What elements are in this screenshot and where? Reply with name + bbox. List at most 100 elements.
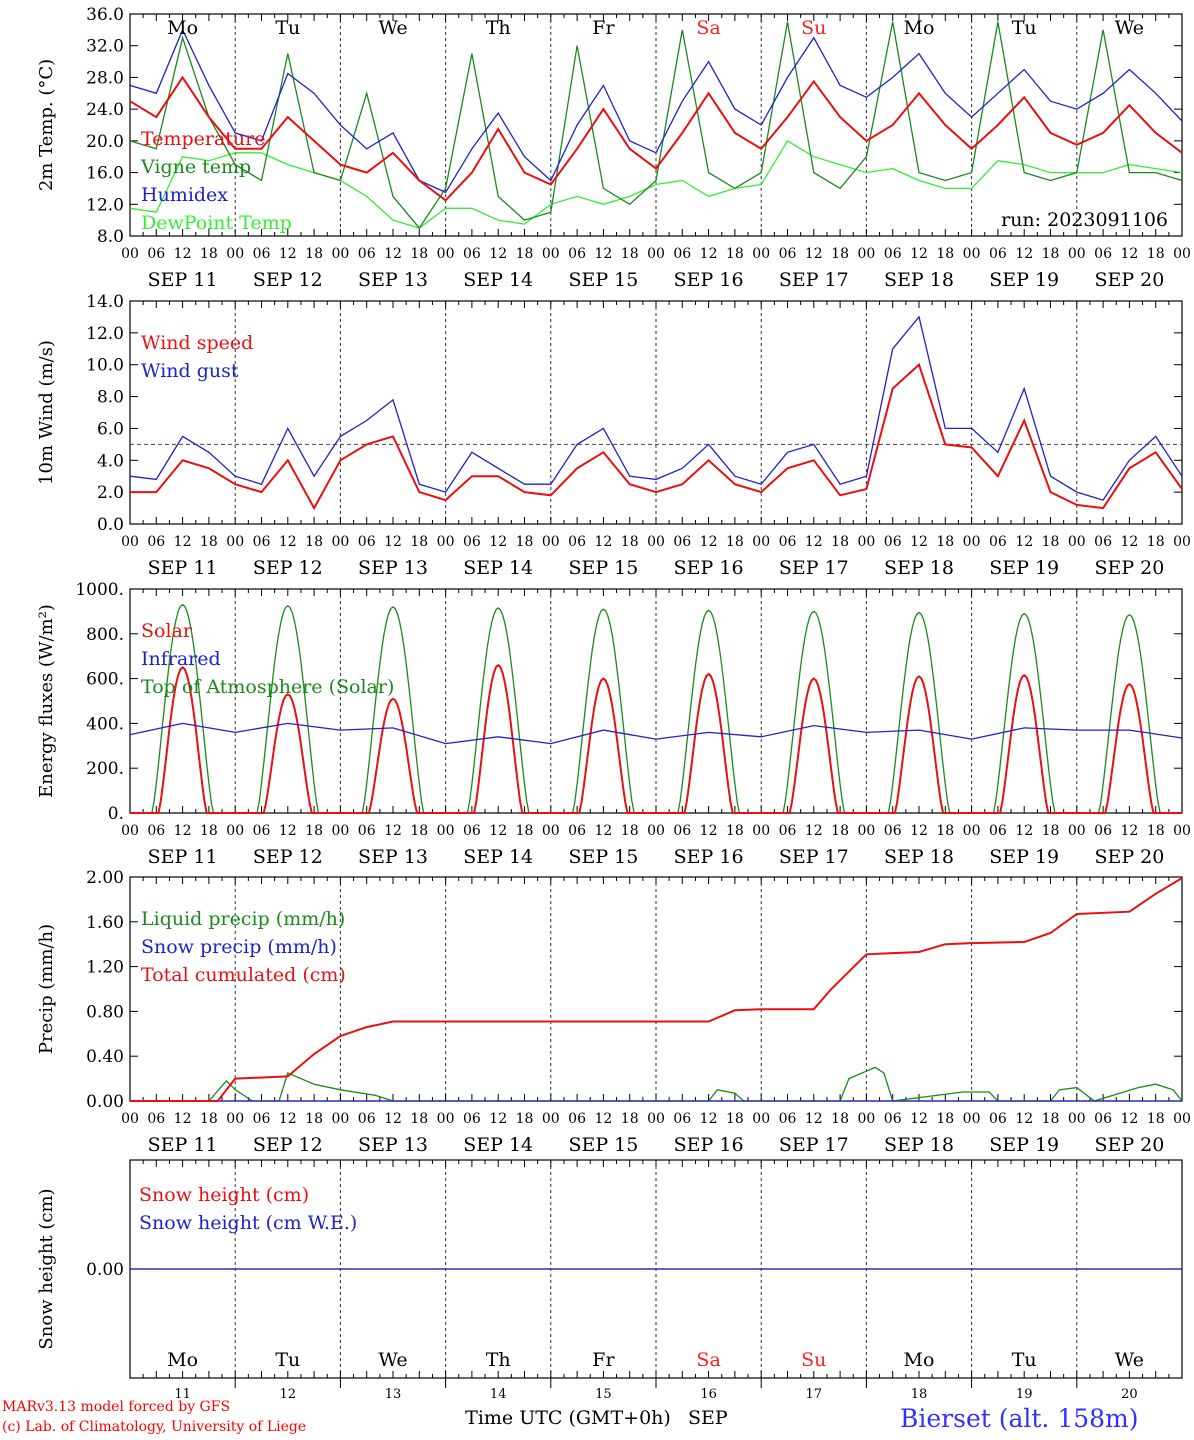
date-label: SEP 13	[358, 557, 428, 579]
hour-tick-label: 18	[305, 246, 323, 262]
hour-tick-label: 12	[700, 823, 718, 839]
date-label: SEP 18	[884, 269, 954, 291]
day-number-label: 11	[174, 1387, 191, 1402]
credit-model: MARv3.13 model forced by GFS	[2, 1399, 231, 1415]
series-line-total-cumulated-cm-	[130, 877, 1183, 1102]
y-tick-label: 0.	[108, 804, 124, 824]
date-label: SEP 14	[463, 846, 533, 868]
hour-tick-label: 12	[1015, 534, 1033, 550]
date-label: SEP 18	[884, 557, 954, 579]
date-label: SEP 19	[989, 557, 1059, 579]
y-tick-label: 0.00	[86, 1092, 124, 1112]
y-tick-label: 14.0	[86, 292, 124, 312]
hour-tick-label: 00	[647, 823, 665, 839]
hour-tick-label: 12	[279, 246, 297, 262]
hour-tick-label: 12	[910, 1111, 928, 1127]
hour-tick-label: 06	[568, 534, 586, 550]
hour-tick-label: 12	[384, 1111, 402, 1127]
hour-tick-label: 18	[516, 823, 534, 839]
date-label: SEP 16	[674, 557, 744, 579]
hour-tick-label: 12	[384, 534, 402, 550]
hour-tick-label: 00	[647, 246, 665, 262]
hour-tick-label: 12	[174, 246, 192, 262]
y-tick-label: 12.0	[86, 324, 124, 344]
y-tick-label: 4.0	[97, 451, 124, 471]
date-label: SEP 12	[253, 846, 323, 868]
hour-tick-label: 00	[331, 534, 349, 550]
hour-tick-label: 06	[1094, 823, 1112, 839]
hour-tick-label: 12	[174, 534, 192, 550]
hour-tick-label: 06	[253, 823, 271, 839]
hour-tick-label: 00	[121, 534, 139, 550]
hour-tick-label: 06	[568, 246, 586, 262]
hour-tick-label: 12	[805, 246, 823, 262]
day-name-label: Sa	[696, 17, 720, 39]
hour-tick-label: 12	[594, 534, 612, 550]
date-label: SEP 17	[779, 557, 849, 579]
hour-tick-label: 18	[936, 246, 954, 262]
hour-tick-label: 18	[200, 246, 218, 262]
y-tick-label: 1000.	[75, 580, 124, 600]
hour-tick-label: 06	[779, 823, 797, 839]
hour-tick-label: 00	[542, 823, 560, 839]
hour-tick-label: 00	[752, 246, 770, 262]
legend-entry: Total cumulated (cm)	[141, 964, 346, 986]
hour-tick-label: 12	[489, 823, 507, 839]
y-axis-label: Energy fluxes (W/m²)	[36, 604, 57, 798]
hour-tick-label: 00	[121, 823, 139, 839]
hour-tick-label: 06	[463, 534, 481, 550]
hour-tick-label: 00	[647, 534, 665, 550]
hour-tick-label: 18	[305, 534, 323, 550]
y-tick-label: 12.0	[86, 195, 124, 215]
hour-tick-label: 06	[779, 1111, 797, 1127]
hour-tick-label: 12	[700, 534, 718, 550]
hour-tick-label: 12	[1015, 823, 1033, 839]
hour-tick-label: 06	[253, 246, 271, 262]
month-label: SEP	[688, 1407, 728, 1429]
hour-tick-label: 12	[1015, 246, 1033, 262]
day-number-label: 16	[700, 1387, 717, 1402]
legend-entry: Top of Atmosphere (Solar)	[141, 676, 394, 698]
series-line-humidex	[129, 28, 1183, 194]
hour-tick-label: 00	[857, 534, 875, 550]
day-name-label: Th	[486, 17, 511, 39]
hour-tick-label: 06	[989, 823, 1007, 839]
y-tick-label: 16.0	[86, 164, 124, 184]
hour-tick-label: 00	[857, 1111, 875, 1127]
hour-tick-label: 00	[331, 823, 349, 839]
date-label: SEP 15	[568, 1134, 638, 1156]
hour-tick-label: 00	[1173, 534, 1191, 550]
hour-tick-label: 00	[857, 823, 875, 839]
hour-tick-label: 12	[489, 534, 507, 550]
hour-tick-label: 12	[910, 534, 928, 550]
hour-tick-label: 12	[1120, 246, 1138, 262]
day-name-label: We	[1115, 17, 1144, 39]
hour-tick-label: 00	[542, 1111, 560, 1127]
hour-tick-label: 00	[121, 246, 139, 262]
hour-tick-label: 06	[253, 534, 271, 550]
date-label: SEP 11	[148, 1134, 218, 1156]
date-label: SEP 18	[884, 846, 954, 868]
hour-tick-label: 00	[647, 1111, 665, 1127]
hour-tick-label: 18	[516, 1111, 534, 1127]
hour-tick-label: 12	[489, 246, 507, 262]
date-label: SEP 16	[674, 846, 744, 868]
hour-tick-label: 06	[568, 1111, 586, 1127]
date-label: SEP 13	[358, 1134, 428, 1156]
hour-tick-label: 12	[174, 823, 192, 839]
hour-tick-label: 00	[963, 246, 981, 262]
hour-tick-label: 06	[358, 823, 376, 839]
date-label: SEP 11	[148, 846, 218, 868]
day-name-label: Mo	[904, 1349, 935, 1371]
day-name-label: Mo	[904, 17, 935, 39]
hour-tick-label: 06	[673, 1111, 691, 1127]
legend-entry: Solar	[141, 620, 193, 642]
hour-tick-label: 12	[279, 823, 297, 839]
hour-tick-label: 18	[831, 823, 849, 839]
hour-tick-label: 12	[384, 823, 402, 839]
legend-entry: Infrared	[141, 648, 221, 670]
y-tick-label: 0.40	[86, 1047, 124, 1067]
hour-tick-label: 00	[752, 823, 770, 839]
hour-tick-label: 00	[963, 534, 981, 550]
y-axis-label: Precip (mm/h)	[36, 924, 57, 1054]
